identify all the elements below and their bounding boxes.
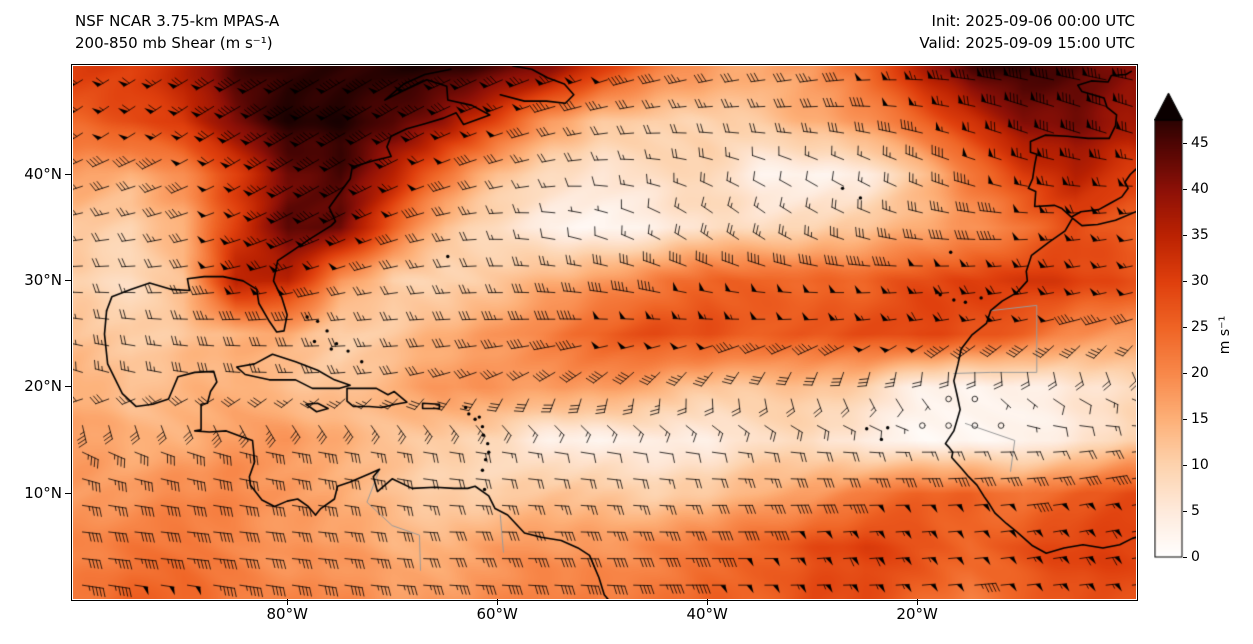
colorbar-tick-label: 5 <box>1191 503 1200 519</box>
colorbar-tickmark <box>1183 189 1187 190</box>
colorbar-tickmark <box>1183 281 1187 282</box>
colorbar-tickmark <box>1183 419 1187 420</box>
lon-tick-label: 20°W <box>896 605 938 623</box>
lat-tick-label: 20°N <box>24 377 62 396</box>
lat-tick-label: 10°N <box>24 483 62 502</box>
lat-tickmark <box>65 173 71 175</box>
colorbar-tickmark <box>1183 143 1187 144</box>
lat-tick-label: 40°N <box>24 164 62 183</box>
colorbar-tickmark <box>1183 327 1187 328</box>
colorbar-tick-label: 20 <box>1191 365 1209 381</box>
lon-tick-label: 40°W <box>686 605 728 623</box>
colorbar-tickmark <box>1183 465 1187 466</box>
lon-tickmark <box>917 599 919 605</box>
lon-tick-label: 80°W <box>266 605 308 623</box>
valid-time: Valid: 2025-09-09 15:00 UTC <box>919 34 1135 52</box>
lon-tickmark <box>497 599 499 605</box>
lon-tick-label: 60°W <box>476 605 518 623</box>
colorbar-label: m s⁻¹ <box>1217 315 1233 355</box>
colorbar-tickmark <box>1183 511 1187 512</box>
colorbar-tick-label: 40 <box>1191 181 1209 197</box>
lat-tickmark <box>65 279 71 282</box>
colorbar-tick-label: 10 <box>1191 457 1209 473</box>
lat-tick-label: 30°N <box>24 270 62 289</box>
colorbar-tick-label: 30 <box>1191 273 1209 289</box>
colorbar-tickmark <box>1183 373 1187 374</box>
colorbar <box>1154 92 1184 562</box>
init-time: Init: 2025-09-06 00:00 UTC <box>931 12 1135 30</box>
colorbar-tick-label: 35 <box>1191 227 1209 243</box>
colorbar-tick-label: 45 <box>1191 135 1209 151</box>
run-times: Init: 2025-09-06 00:00 UTC Valid: 2025-0… <box>919 10 1135 54</box>
map-frame <box>71 64 1138 601</box>
colorbar-tick-label: 25 <box>1191 319 1209 335</box>
lat-tickmark <box>65 386 71 388</box>
colorbar-tick-label: 15 <box>1191 411 1209 427</box>
colorbar-tickmark <box>1183 557 1187 558</box>
colorbar-tickmark <box>1183 235 1187 236</box>
shear-map-canvas <box>73 66 1136 599</box>
lon-tickmark <box>707 599 709 605</box>
lon-tickmark <box>287 599 289 605</box>
colorbar-tick-label: 0 <box>1191 549 1200 565</box>
field-name: 200-850 mb Shear (m s⁻¹) <box>75 34 273 52</box>
plot-title: NSF NCAR 3.75-km MPAS-A 200-850 mb Shear… <box>75 10 279 54</box>
model-name: NSF NCAR 3.75-km MPAS-A <box>75 12 280 30</box>
lat-tickmark <box>65 492 71 494</box>
